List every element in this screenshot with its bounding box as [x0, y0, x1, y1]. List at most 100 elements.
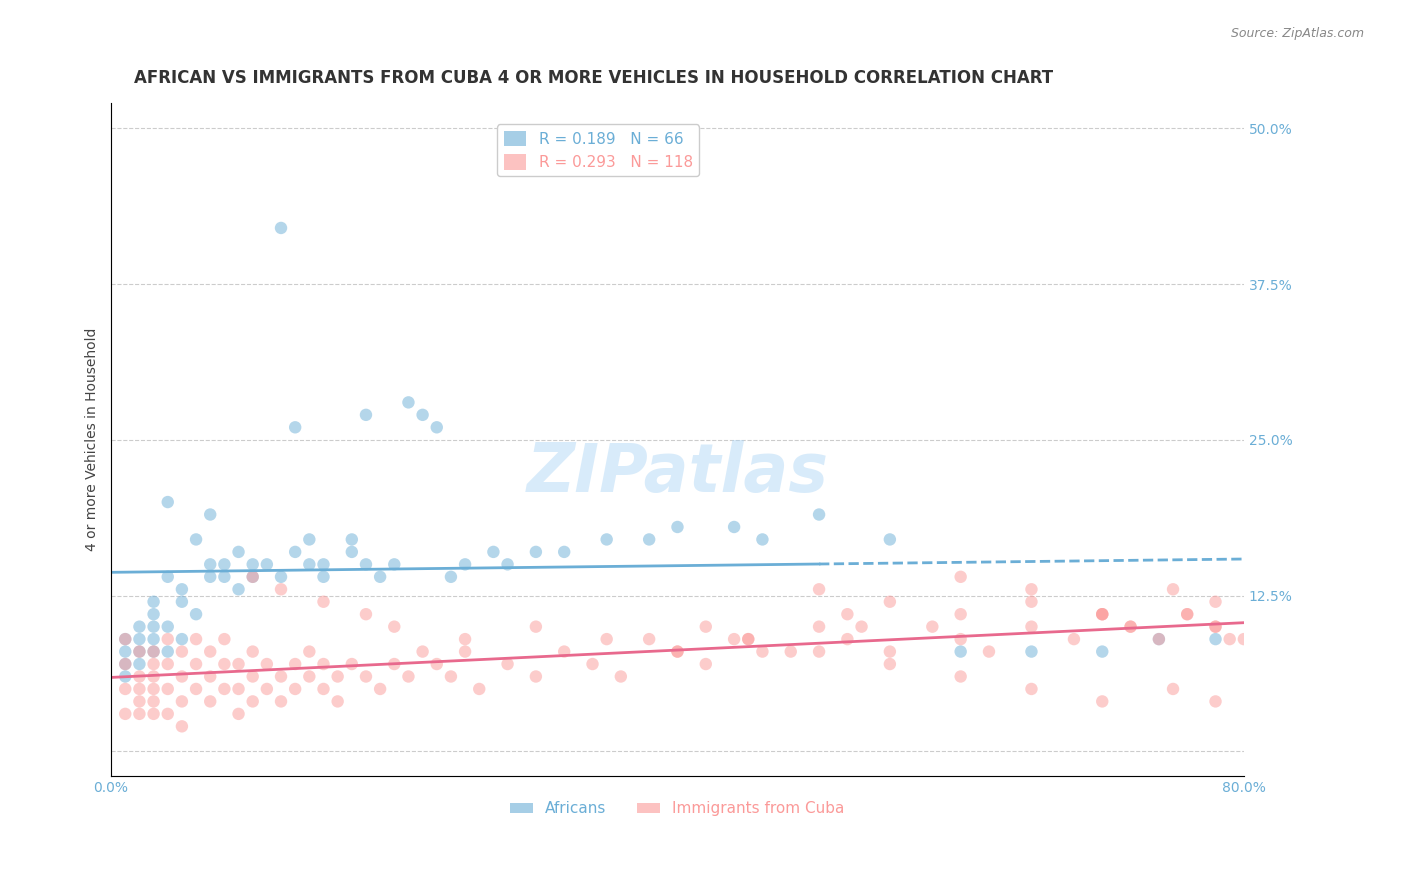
Point: [200, 570, 222, 584]
Point: [242, 669, 264, 683]
Point: [242, 644, 264, 658]
Point: [298, 669, 321, 683]
Point: [949, 644, 972, 658]
Point: [170, 719, 193, 733]
Point: [879, 533, 901, 547]
Point: [256, 558, 278, 572]
Point: [114, 632, 136, 646]
Point: [214, 632, 236, 646]
Point: [1205, 620, 1227, 634]
Point: [1021, 620, 1043, 634]
Point: [354, 669, 377, 683]
Point: [454, 644, 477, 658]
Point: [228, 706, 250, 721]
Point: [142, 595, 165, 609]
Point: [1119, 620, 1142, 634]
Point: [368, 570, 391, 584]
Point: [228, 545, 250, 559]
Point: [142, 644, 165, 658]
Point: [128, 632, 150, 646]
Point: [128, 706, 150, 721]
Point: [1233, 632, 1256, 646]
Point: [879, 595, 901, 609]
Point: [214, 558, 236, 572]
Point: [284, 420, 307, 434]
Point: [326, 694, 349, 708]
Point: [114, 706, 136, 721]
Point: [1119, 620, 1142, 634]
Point: [454, 632, 477, 646]
Point: [723, 632, 745, 646]
Point: [214, 570, 236, 584]
Point: [200, 669, 222, 683]
Point: [638, 533, 661, 547]
Point: [1161, 582, 1184, 597]
Point: [142, 644, 165, 658]
Point: [1021, 681, 1043, 696]
Point: [312, 595, 335, 609]
Point: [368, 681, 391, 696]
Point: [200, 508, 222, 522]
Point: [340, 545, 363, 559]
Point: [524, 545, 547, 559]
Point: [142, 607, 165, 622]
Point: [354, 607, 377, 622]
Point: [496, 657, 519, 671]
Point: [142, 657, 165, 671]
Point: [270, 570, 292, 584]
Point: [340, 533, 363, 547]
Point: [270, 694, 292, 708]
Point: [170, 595, 193, 609]
Point: [242, 694, 264, 708]
Point: [142, 669, 165, 683]
Point: [737, 632, 759, 646]
Point: [200, 558, 222, 572]
Point: [284, 545, 307, 559]
Point: [751, 533, 773, 547]
Point: [170, 582, 193, 597]
Point: [114, 644, 136, 658]
Point: [837, 607, 859, 622]
Point: [808, 582, 831, 597]
Point: [595, 632, 617, 646]
Point: [156, 681, 179, 696]
Text: AFRICAN VS IMMIGRANTS FROM CUBA 4 OR MORE VEHICLES IN HOUSEHOLD CORRELATION CHAR: AFRICAN VS IMMIGRANTS FROM CUBA 4 OR MOR…: [134, 69, 1053, 87]
Point: [666, 644, 689, 658]
Point: [200, 694, 222, 708]
Point: [256, 657, 278, 671]
Point: [114, 657, 136, 671]
Point: [581, 657, 603, 671]
Point: [1205, 595, 1227, 609]
Point: [426, 657, 449, 671]
Point: [1205, 620, 1227, 634]
Point: [837, 632, 859, 646]
Point: [298, 558, 321, 572]
Point: [184, 632, 207, 646]
Point: [128, 644, 150, 658]
Point: [695, 620, 717, 634]
Point: [128, 694, 150, 708]
Point: [156, 657, 179, 671]
Point: [256, 681, 278, 696]
Point: [156, 632, 179, 646]
Point: [242, 558, 264, 572]
Point: [170, 694, 193, 708]
Point: [751, 644, 773, 658]
Point: [949, 607, 972, 622]
Point: [412, 408, 434, 422]
Legend: Africans, Immigrants from Cuba: Africans, Immigrants from Cuba: [505, 795, 851, 822]
Point: [214, 657, 236, 671]
Point: [326, 669, 349, 683]
Point: [695, 657, 717, 671]
Point: [1091, 607, 1114, 622]
Point: [398, 669, 420, 683]
Point: [184, 607, 207, 622]
Point: [270, 669, 292, 683]
Point: [808, 644, 831, 658]
Point: [156, 570, 179, 584]
Point: [610, 669, 633, 683]
Point: [440, 570, 463, 584]
Point: [228, 582, 250, 597]
Point: [142, 694, 165, 708]
Point: [1021, 595, 1043, 609]
